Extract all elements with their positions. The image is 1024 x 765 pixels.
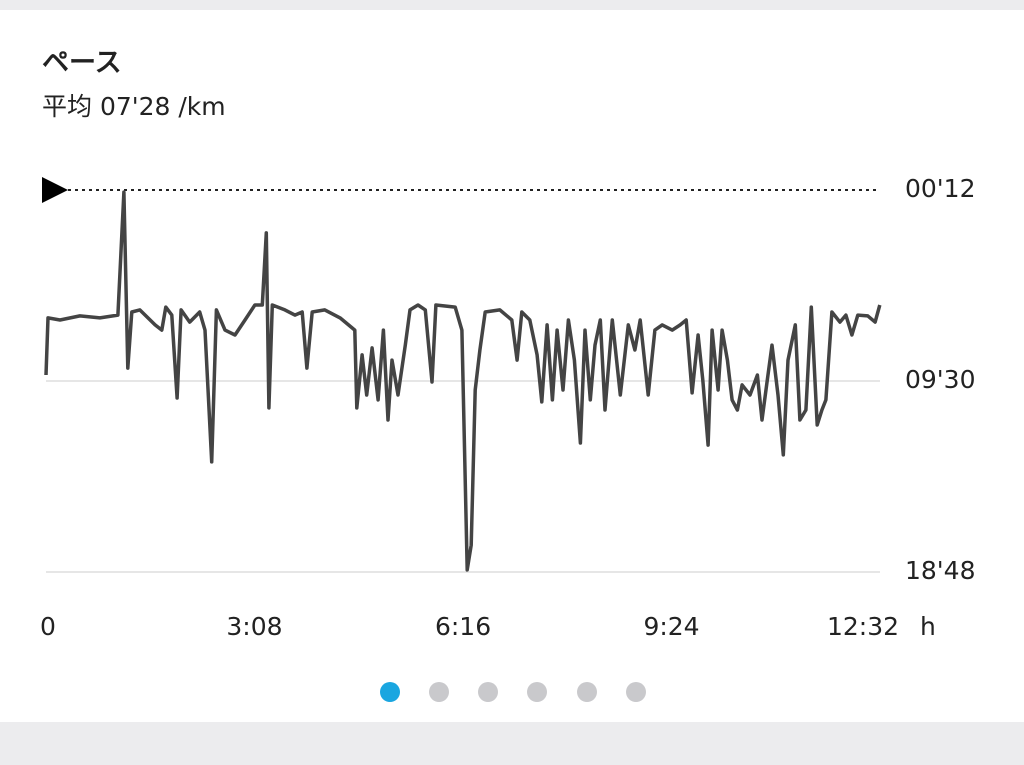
pager-dot[interactable]	[577, 682, 597, 702]
chart-subtitle: 平均 07'28 /km	[42, 92, 226, 121]
pace-line	[44, 190, 882, 572]
pager	[380, 682, 646, 702]
x-axis-label: h	[920, 612, 936, 641]
y-tick-label: 18'48	[905, 556, 976, 585]
pager-dot[interactable]	[626, 682, 646, 702]
x-tick-label: 6:16	[435, 612, 491, 641]
pace-marker	[42, 177, 68, 203]
y-tick-label: 00'12	[905, 174, 976, 203]
pager-dot[interactable]	[527, 682, 547, 702]
x-tick-label: 0	[40, 612, 56, 641]
chart-title: ペース	[42, 48, 122, 79]
pager-dot[interactable]	[478, 682, 498, 702]
card	[0, 10, 1024, 722]
pager-dot-active[interactable]	[380, 682, 400, 702]
y-tick-label: 09'30	[905, 365, 976, 394]
x-tick-label: 12:32	[827, 612, 899, 641]
x-tick-label: 9:24	[643, 612, 699, 641]
x-tick-label: 3:08	[226, 612, 282, 641]
pager-dot[interactable]	[429, 682, 449, 702]
